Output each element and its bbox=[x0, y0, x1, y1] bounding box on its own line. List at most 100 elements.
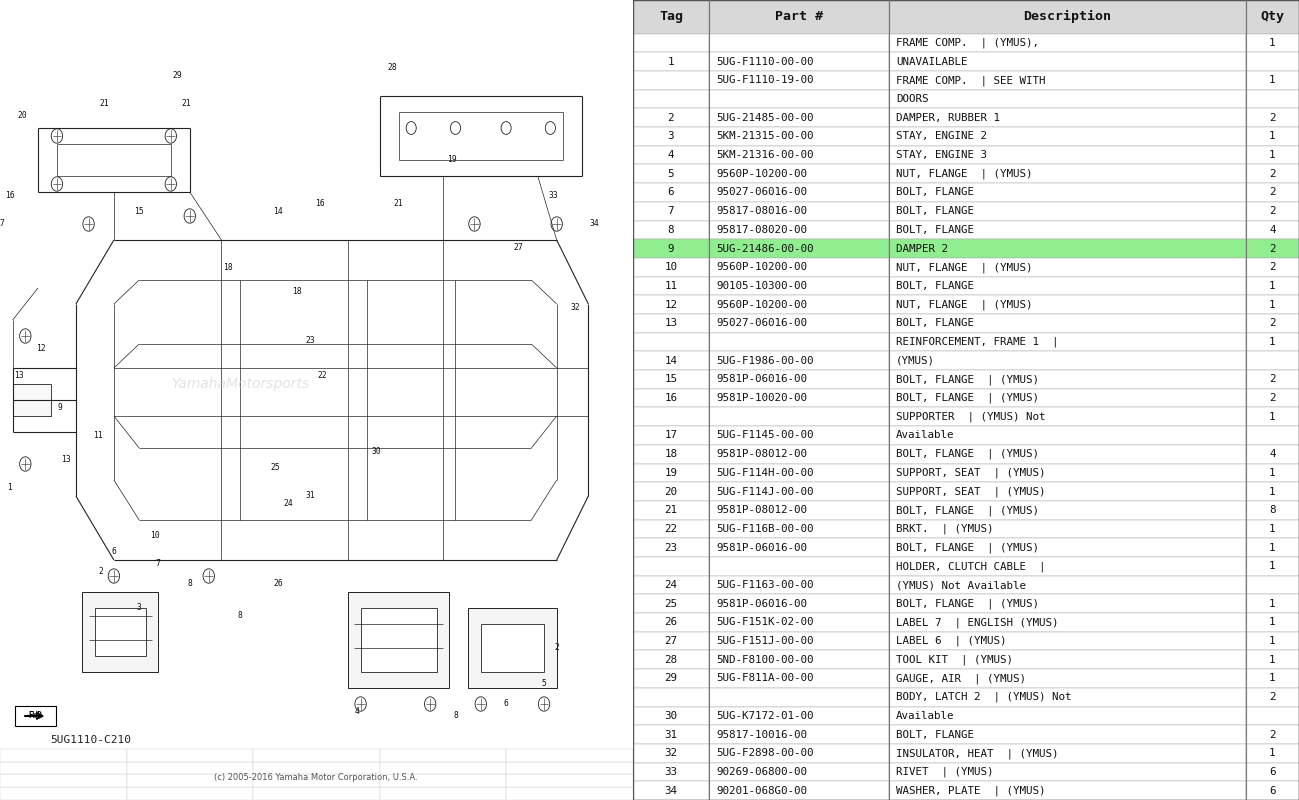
Bar bbox=[709, 501, 890, 520]
Bar bbox=[13, 384, 51, 416]
Text: 7: 7 bbox=[668, 206, 674, 216]
Bar bbox=[709, 762, 890, 782]
Bar bbox=[633, 538, 709, 557]
Text: 12: 12 bbox=[36, 343, 45, 353]
Bar bbox=[1246, 146, 1299, 165]
Text: FRAME COMP.  | SEE WITH: FRAME COMP. | SEE WITH bbox=[896, 75, 1046, 86]
Bar bbox=[890, 295, 1246, 314]
Bar bbox=[633, 557, 709, 576]
Text: HOLDER, CLUTCH CABLE  |: HOLDER, CLUTCH CABLE | bbox=[896, 561, 1046, 571]
Text: 11: 11 bbox=[94, 431, 103, 441]
Text: 15: 15 bbox=[664, 374, 678, 385]
Bar bbox=[95, 608, 145, 656]
Text: 28: 28 bbox=[664, 655, 678, 665]
Bar bbox=[709, 221, 890, 239]
Bar bbox=[709, 389, 890, 407]
Bar bbox=[709, 202, 890, 221]
Text: (YMUS): (YMUS) bbox=[896, 356, 935, 366]
Text: 9560P-10200-00: 9560P-10200-00 bbox=[716, 262, 807, 272]
Bar bbox=[1246, 632, 1299, 650]
Bar bbox=[890, 370, 1246, 389]
Bar bbox=[1246, 90, 1299, 108]
Bar bbox=[890, 538, 1246, 557]
Bar bbox=[361, 608, 436, 672]
Bar bbox=[890, 258, 1246, 277]
Text: 5ND-F8100-00-00: 5ND-F8100-00-00 bbox=[716, 655, 813, 665]
Bar bbox=[709, 0, 890, 34]
Text: 1: 1 bbox=[1269, 131, 1276, 142]
Text: 1: 1 bbox=[1269, 674, 1276, 683]
Text: 5UG-F114H-00-00: 5UG-F114H-00-00 bbox=[716, 468, 813, 478]
Bar bbox=[1246, 127, 1299, 146]
Bar bbox=[633, 127, 709, 146]
Bar bbox=[890, 146, 1246, 165]
Text: 2: 2 bbox=[1269, 206, 1276, 216]
Text: 8: 8 bbox=[187, 579, 192, 589]
Text: 2: 2 bbox=[1269, 243, 1276, 254]
Bar bbox=[633, 34, 709, 52]
Text: SUPPORT, SEAT  | (YMUS): SUPPORT, SEAT | (YMUS) bbox=[896, 468, 1046, 478]
Text: 23: 23 bbox=[664, 542, 678, 553]
Bar bbox=[253, 774, 379, 787]
Text: 5UG-F116B-00-00: 5UG-F116B-00-00 bbox=[716, 524, 813, 534]
Bar bbox=[633, 407, 709, 426]
Text: 9581P-10020-00: 9581P-10020-00 bbox=[716, 393, 807, 403]
Bar bbox=[1246, 650, 1299, 669]
Bar bbox=[709, 52, 890, 71]
Bar bbox=[709, 594, 890, 613]
Bar bbox=[890, 762, 1246, 782]
Text: 21: 21 bbox=[100, 99, 109, 109]
Bar bbox=[1246, 669, 1299, 688]
Text: 4: 4 bbox=[1269, 225, 1276, 235]
Text: 9581P-08012-00: 9581P-08012-00 bbox=[716, 449, 807, 459]
Bar bbox=[890, 744, 1246, 762]
Text: 34: 34 bbox=[664, 786, 678, 796]
Text: 9581P-06016-00: 9581P-06016-00 bbox=[716, 374, 807, 385]
Text: SUPPORT, SEAT  | (YMUS): SUPPORT, SEAT | (YMUS) bbox=[896, 486, 1046, 497]
Bar bbox=[0, 787, 126, 800]
Bar bbox=[890, 426, 1246, 445]
Text: GAUGE, AIR  | (YMUS): GAUGE, AIR | (YMUS) bbox=[896, 674, 1026, 684]
Text: 20: 20 bbox=[17, 111, 27, 121]
Bar bbox=[709, 482, 890, 501]
Text: 1: 1 bbox=[1269, 524, 1276, 534]
Text: 1: 1 bbox=[1269, 281, 1276, 291]
Bar bbox=[709, 650, 890, 669]
Text: 2: 2 bbox=[1269, 393, 1276, 403]
Text: 2: 2 bbox=[99, 567, 104, 577]
Text: 95027-06016-00: 95027-06016-00 bbox=[716, 318, 807, 328]
Bar bbox=[633, 744, 709, 762]
Text: BOLT, FLANGE  | (YMUS): BOLT, FLANGE | (YMUS) bbox=[896, 393, 1039, 403]
Bar bbox=[709, 782, 890, 800]
Text: 16: 16 bbox=[664, 393, 678, 403]
Bar bbox=[1246, 407, 1299, 426]
Text: 3: 3 bbox=[136, 603, 142, 613]
Bar bbox=[126, 787, 253, 800]
Bar bbox=[890, 90, 1246, 108]
Bar bbox=[633, 669, 709, 688]
Text: 9560P-10200-00: 9560P-10200-00 bbox=[716, 300, 807, 310]
Text: 22: 22 bbox=[318, 371, 327, 381]
Text: 6: 6 bbox=[504, 699, 508, 709]
Bar bbox=[633, 295, 709, 314]
Text: 10: 10 bbox=[664, 262, 678, 272]
Text: WASHER, PLATE  | (YMUS): WASHER, PLATE | (YMUS) bbox=[896, 786, 1046, 796]
Bar bbox=[253, 749, 379, 762]
Text: 12: 12 bbox=[664, 300, 678, 310]
Text: 1: 1 bbox=[1269, 300, 1276, 310]
Bar bbox=[890, 726, 1246, 744]
Text: 4: 4 bbox=[355, 707, 360, 717]
Text: BOLT, FLANGE  | (YMUS): BOLT, FLANGE | (YMUS) bbox=[896, 374, 1039, 385]
Text: 5UG1110-C210: 5UG1110-C210 bbox=[51, 735, 131, 745]
Text: 5UG-K7172-01-00: 5UG-K7172-01-00 bbox=[716, 711, 813, 721]
Bar bbox=[1246, 52, 1299, 71]
Text: BOLT, FLANGE: BOLT, FLANGE bbox=[896, 187, 974, 198]
Text: BRKT.  | (YMUS): BRKT. | (YMUS) bbox=[896, 524, 994, 534]
Bar bbox=[633, 463, 709, 482]
Bar bbox=[1246, 463, 1299, 482]
Bar bbox=[633, 520, 709, 538]
Text: 1: 1 bbox=[1269, 468, 1276, 478]
Bar bbox=[633, 202, 709, 221]
Bar bbox=[633, 221, 709, 239]
Bar bbox=[1246, 333, 1299, 351]
